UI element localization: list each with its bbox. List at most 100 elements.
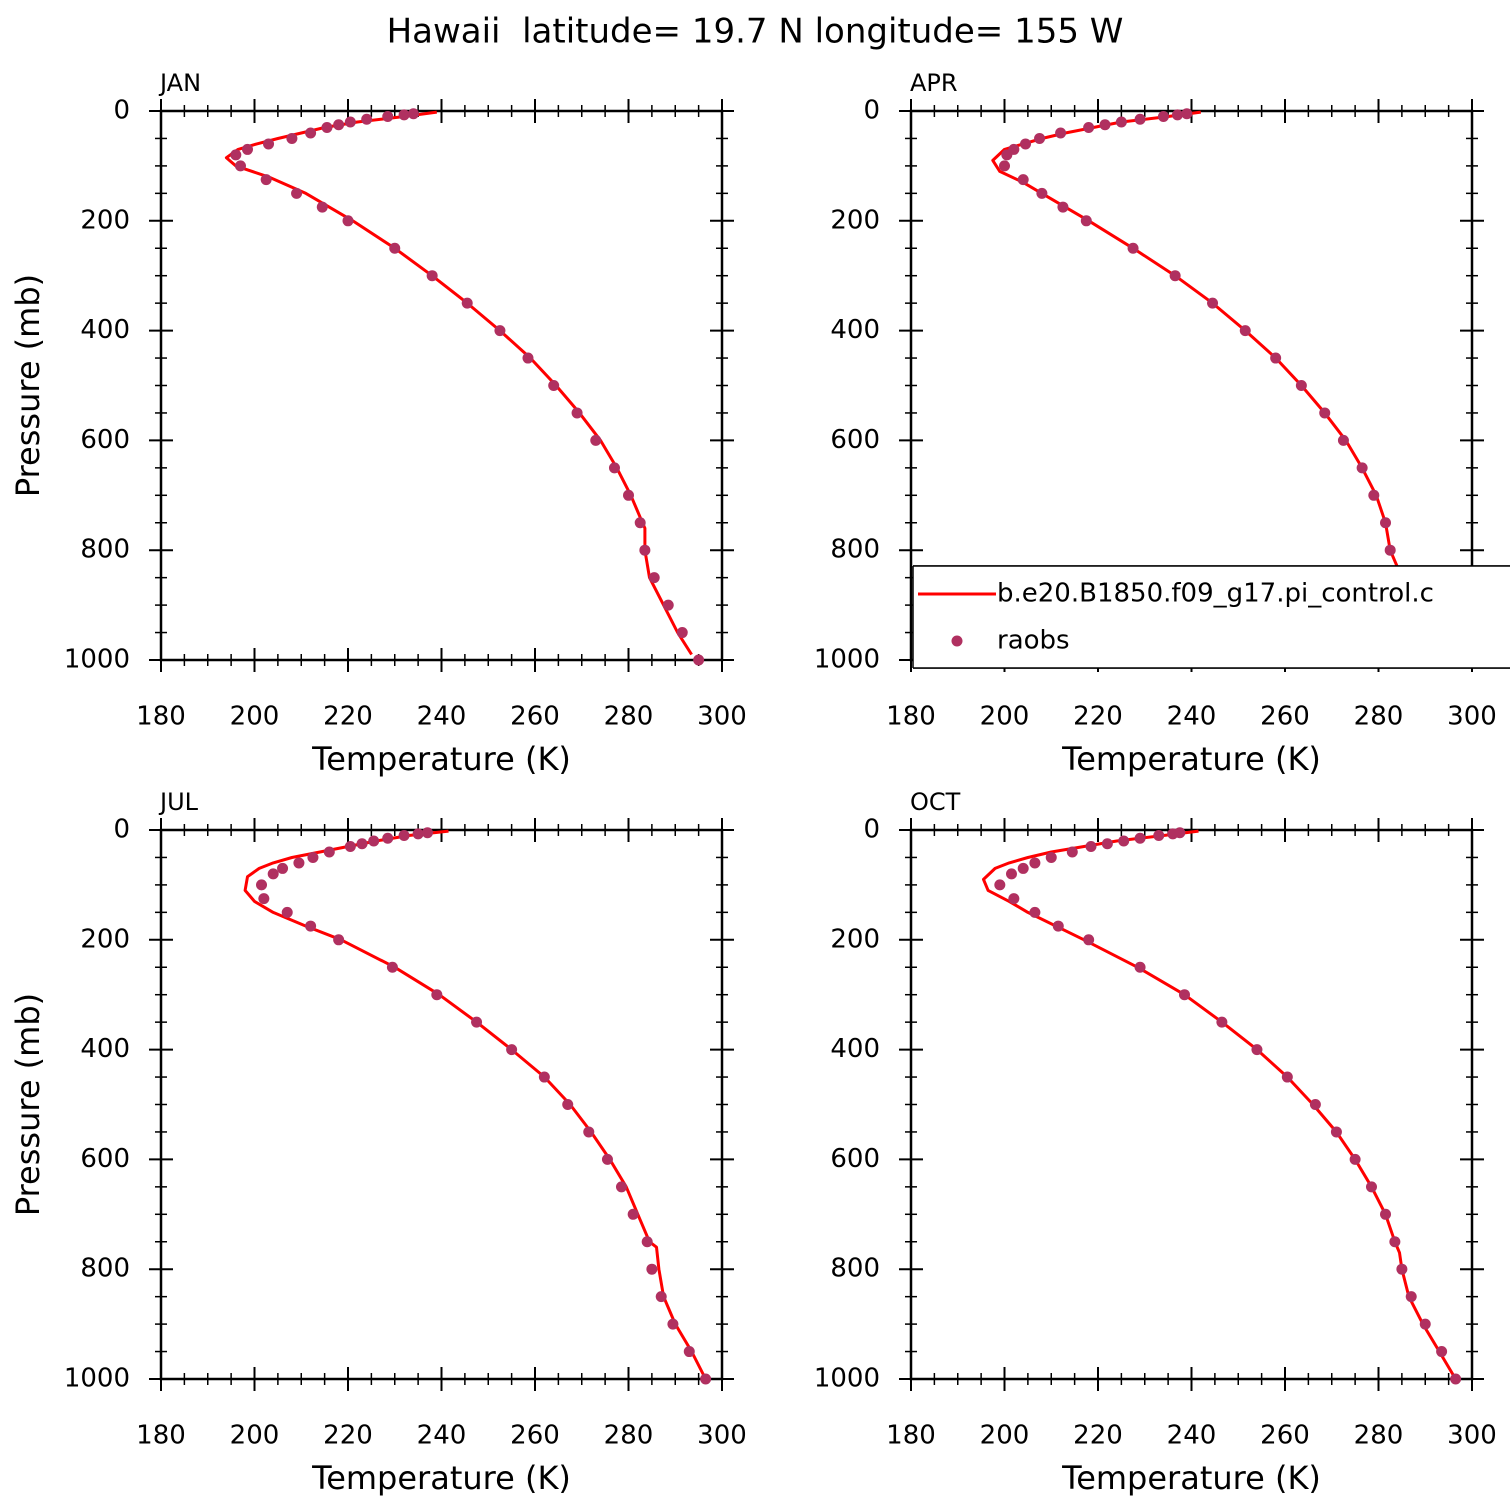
- x-axis-label: Temperature (K): [311, 740, 571, 778]
- obs-point: [608, 462, 620, 474]
- x-tick-label: 220: [1073, 702, 1123, 732]
- x-tick-label: 240: [417, 1421, 467, 1451]
- obs-point: [1365, 1181, 1377, 1193]
- obs-point: [1066, 846, 1078, 858]
- panel-label: OCT: [910, 788, 961, 816]
- obs-point: [1115, 116, 1127, 128]
- obs-point: [615, 1181, 627, 1193]
- obs-point: [1057, 201, 1069, 213]
- obs-point: [230, 149, 242, 161]
- x-tick-label: 200: [230, 1421, 280, 1451]
- obs-point: [590, 434, 602, 446]
- obs-point: [1405, 1291, 1417, 1303]
- obs-point: [342, 215, 354, 227]
- x-tick-label: 240: [417, 702, 467, 732]
- obs-point: [1396, 1263, 1408, 1275]
- obs-point: [323, 846, 335, 858]
- obs-point: [412, 828, 424, 840]
- obs-point: [305, 920, 317, 932]
- obs-point: [583, 1126, 595, 1138]
- panel: 180 200 220 240 260 280 300 0 200 400 600 800 1000 JU…: [9, 788, 747, 1497]
- legend-label: b.e20.B1850.f09_g17.pi_control.c: [997, 579, 1434, 609]
- y-tick-label: 400: [80, 315, 130, 345]
- obs-point: [623, 489, 634, 501]
- x-tick-label: 260: [510, 702, 560, 732]
- obs-point: [1239, 325, 1251, 337]
- y-tick-label: 400: [830, 315, 880, 345]
- obs-point: [1216, 1016, 1228, 1028]
- panel: 180 200 220 240 260 280 300 0 200 400 600 800 1000 AP…: [814, 69, 1510, 778]
- obs-point: [494, 325, 506, 337]
- obs-point: [426, 270, 438, 282]
- x-tick-label: 260: [1260, 1421, 1310, 1451]
- obs-point: [676, 627, 688, 639]
- obs-point: [267, 868, 279, 880]
- obs-point: [1134, 832, 1146, 844]
- legend-box: [913, 566, 1510, 668]
- x-tick-label: 220: [323, 702, 373, 732]
- y-tick-label: 0: [863, 96, 880, 126]
- obs-point: [601, 1153, 613, 1165]
- obs-point: [994, 879, 1006, 891]
- obs-point: [1045, 851, 1057, 863]
- x-tick-label: 200: [230, 702, 280, 732]
- obs-point: [634, 517, 646, 529]
- obs-point: [571, 407, 583, 419]
- obs-point: [307, 851, 319, 863]
- obs-point: [1029, 906, 1041, 918]
- obs-point: [667, 1318, 679, 1330]
- obs-point: [1080, 215, 1092, 227]
- y-tick-label: 800: [80, 1254, 130, 1284]
- obs-point: [389, 242, 401, 254]
- y-tick-label: 600: [830, 1144, 880, 1174]
- panel-label: JAN: [158, 69, 201, 97]
- x-tick-label: 280: [604, 1421, 654, 1451]
- obs-point: [407, 108, 419, 120]
- obs-point: [1085, 840, 1097, 852]
- obs-point: [1207, 297, 1219, 309]
- obs-point: [344, 116, 356, 128]
- obs-point: [361, 113, 373, 125]
- obs-point: [639, 544, 651, 556]
- obs-point: [1020, 138, 1032, 150]
- obs-point: [538, 1071, 550, 1083]
- obs-point: [1349, 1153, 1361, 1165]
- profile-line: [982, 829, 1457, 1380]
- x-tick-label: 300: [1447, 702, 1497, 732]
- obs-point: [522, 352, 534, 364]
- obs-point: [291, 187, 303, 199]
- obs-point: [1171, 109, 1183, 121]
- y-tick-label: 400: [80, 1034, 130, 1064]
- obs-point: [277, 862, 289, 874]
- y-tick-label: 800: [80, 535, 130, 565]
- obs-point: [1157, 110, 1169, 122]
- obs-point: [641, 1236, 653, 1248]
- x-tick-label: 240: [1167, 1421, 1217, 1451]
- obs-point: [1356, 462, 1368, 474]
- x-tick-label: 180: [136, 1421, 186, 1451]
- obs-point: [1174, 827, 1186, 839]
- obs-point: [1017, 174, 1029, 186]
- obs-point: [1309, 1099, 1321, 1110]
- obs-point: [431, 989, 443, 1001]
- y-tick-label: 400: [830, 1034, 880, 1064]
- y-tick-label: 0: [863, 815, 880, 845]
- obs-point: [281, 906, 293, 918]
- profile-line: [224, 110, 693, 656]
- obs-point: [333, 934, 345, 946]
- plot-area: [159, 828, 724, 1381]
- obs-point: [1008, 143, 1020, 155]
- obs-point: [683, 1346, 695, 1358]
- obs-point: [305, 127, 317, 139]
- obs-point: [1384, 544, 1396, 556]
- obs-point: [356, 838, 368, 850]
- obs-point: [256, 879, 268, 891]
- obs-point: [333, 119, 345, 131]
- x-tick-label: 280: [1354, 702, 1404, 732]
- plot-area: [159, 109, 724, 662]
- x-tick-label: 280: [1354, 1421, 1404, 1451]
- y-tick-label: 600: [80, 425, 130, 455]
- obs-point: [1153, 829, 1165, 841]
- obs-point: [1029, 857, 1041, 869]
- obs-point: [1330, 1126, 1342, 1138]
